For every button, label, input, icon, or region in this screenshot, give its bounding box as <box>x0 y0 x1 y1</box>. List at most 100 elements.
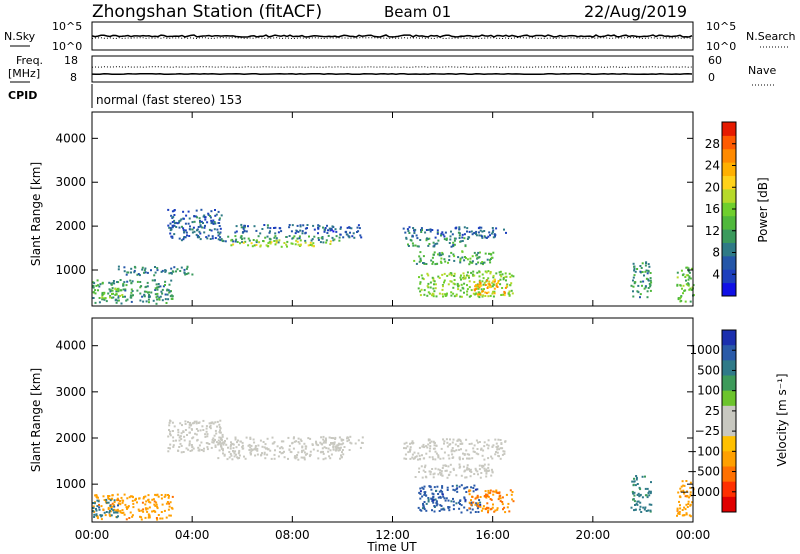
data-cell <box>131 515 134 518</box>
data-cell <box>426 294 429 297</box>
data-cell <box>421 486 424 489</box>
data-cell <box>690 288 693 291</box>
data-cell <box>475 234 478 237</box>
data-cell <box>474 497 477 500</box>
data-cell <box>333 238 336 241</box>
data-cell <box>255 239 258 242</box>
data-cell <box>442 438 445 441</box>
data-cell <box>103 292 106 295</box>
data-cell <box>441 486 444 489</box>
data-cell <box>229 453 232 455</box>
data-cell <box>212 437 215 440</box>
data-cell <box>503 292 506 295</box>
data-cell <box>209 215 212 217</box>
data-cell <box>178 221 181 224</box>
data-cell <box>452 282 455 285</box>
data-cell <box>338 449 341 451</box>
data-cell <box>141 266 144 269</box>
data-cell <box>184 273 187 276</box>
data-cell <box>489 508 492 511</box>
data-cell <box>649 490 652 493</box>
data-cell <box>213 228 216 231</box>
data-cell <box>214 421 217 424</box>
data-cell <box>153 274 156 277</box>
data-cell <box>339 233 342 236</box>
data-cell <box>434 458 437 461</box>
data-cell <box>221 433 224 436</box>
data-cell <box>229 447 232 450</box>
data-cell <box>256 453 259 456</box>
data-cell <box>458 485 461 488</box>
data-cell <box>241 238 243 241</box>
data-cell <box>472 487 475 489</box>
data-cell <box>502 293 505 296</box>
data-cell <box>242 241 245 244</box>
data-cell <box>131 495 134 498</box>
data-cell <box>188 426 191 429</box>
data-cell <box>429 230 432 233</box>
data-cell <box>436 229 439 232</box>
data-cell <box>325 447 328 450</box>
data-cell <box>290 242 293 245</box>
data-cell <box>205 236 208 239</box>
data-cell <box>171 235 174 238</box>
data-cell <box>309 437 312 440</box>
data-cell <box>689 504 692 507</box>
data-cell <box>121 501 124 504</box>
data-cell <box>164 494 167 497</box>
data-cell <box>350 442 353 445</box>
data-cell <box>110 508 113 510</box>
data-cell <box>495 445 498 448</box>
data-cell <box>167 208 170 211</box>
velocity-y-axis-label: Slant Range [km] <box>29 368 43 472</box>
data-cell <box>156 507 159 510</box>
data-cell <box>499 494 502 497</box>
data-cell <box>680 485 683 488</box>
data-cell <box>441 231 444 234</box>
data-cell <box>345 230 348 233</box>
data-cell <box>469 257 472 260</box>
data-cell <box>102 508 105 511</box>
data-cell <box>216 228 219 231</box>
data-cell <box>138 510 141 512</box>
data-cell <box>465 438 468 441</box>
data-cell <box>648 490 651 493</box>
data-cell <box>154 493 157 496</box>
data-cell <box>458 448 461 451</box>
data-cell <box>304 227 307 230</box>
data-cell <box>130 271 132 274</box>
data-cell <box>481 236 484 239</box>
data-cell <box>219 231 222 234</box>
data-cell <box>435 295 438 298</box>
data-cell <box>433 244 436 247</box>
data-cell <box>471 273 474 276</box>
data-cell <box>272 442 275 445</box>
data-cell <box>440 508 443 511</box>
colorbar-swatch <box>722 215 736 230</box>
data-cell <box>226 458 229 461</box>
data-cell <box>422 469 425 472</box>
data-cell <box>420 465 423 468</box>
data-cell <box>495 491 498 494</box>
data-cell <box>647 279 650 282</box>
data-cell <box>419 492 422 495</box>
data-cell <box>443 235 446 238</box>
data-cell <box>645 277 648 280</box>
data-cell <box>465 476 468 479</box>
data-cell <box>415 455 418 458</box>
data-cell <box>315 440 317 443</box>
data-cell <box>405 447 407 450</box>
data-cell <box>220 447 223 450</box>
data-cell <box>441 467 444 469</box>
data-cell <box>483 445 486 448</box>
data-cell <box>420 227 423 230</box>
data-cell <box>446 292 448 295</box>
data-cell <box>184 236 187 239</box>
data-cell <box>184 423 187 425</box>
data-cell <box>480 447 483 450</box>
data-cell <box>487 470 490 472</box>
data-cell <box>412 244 415 247</box>
data-cell <box>244 240 247 243</box>
data-cell <box>464 486 467 489</box>
data-cell <box>342 236 345 239</box>
